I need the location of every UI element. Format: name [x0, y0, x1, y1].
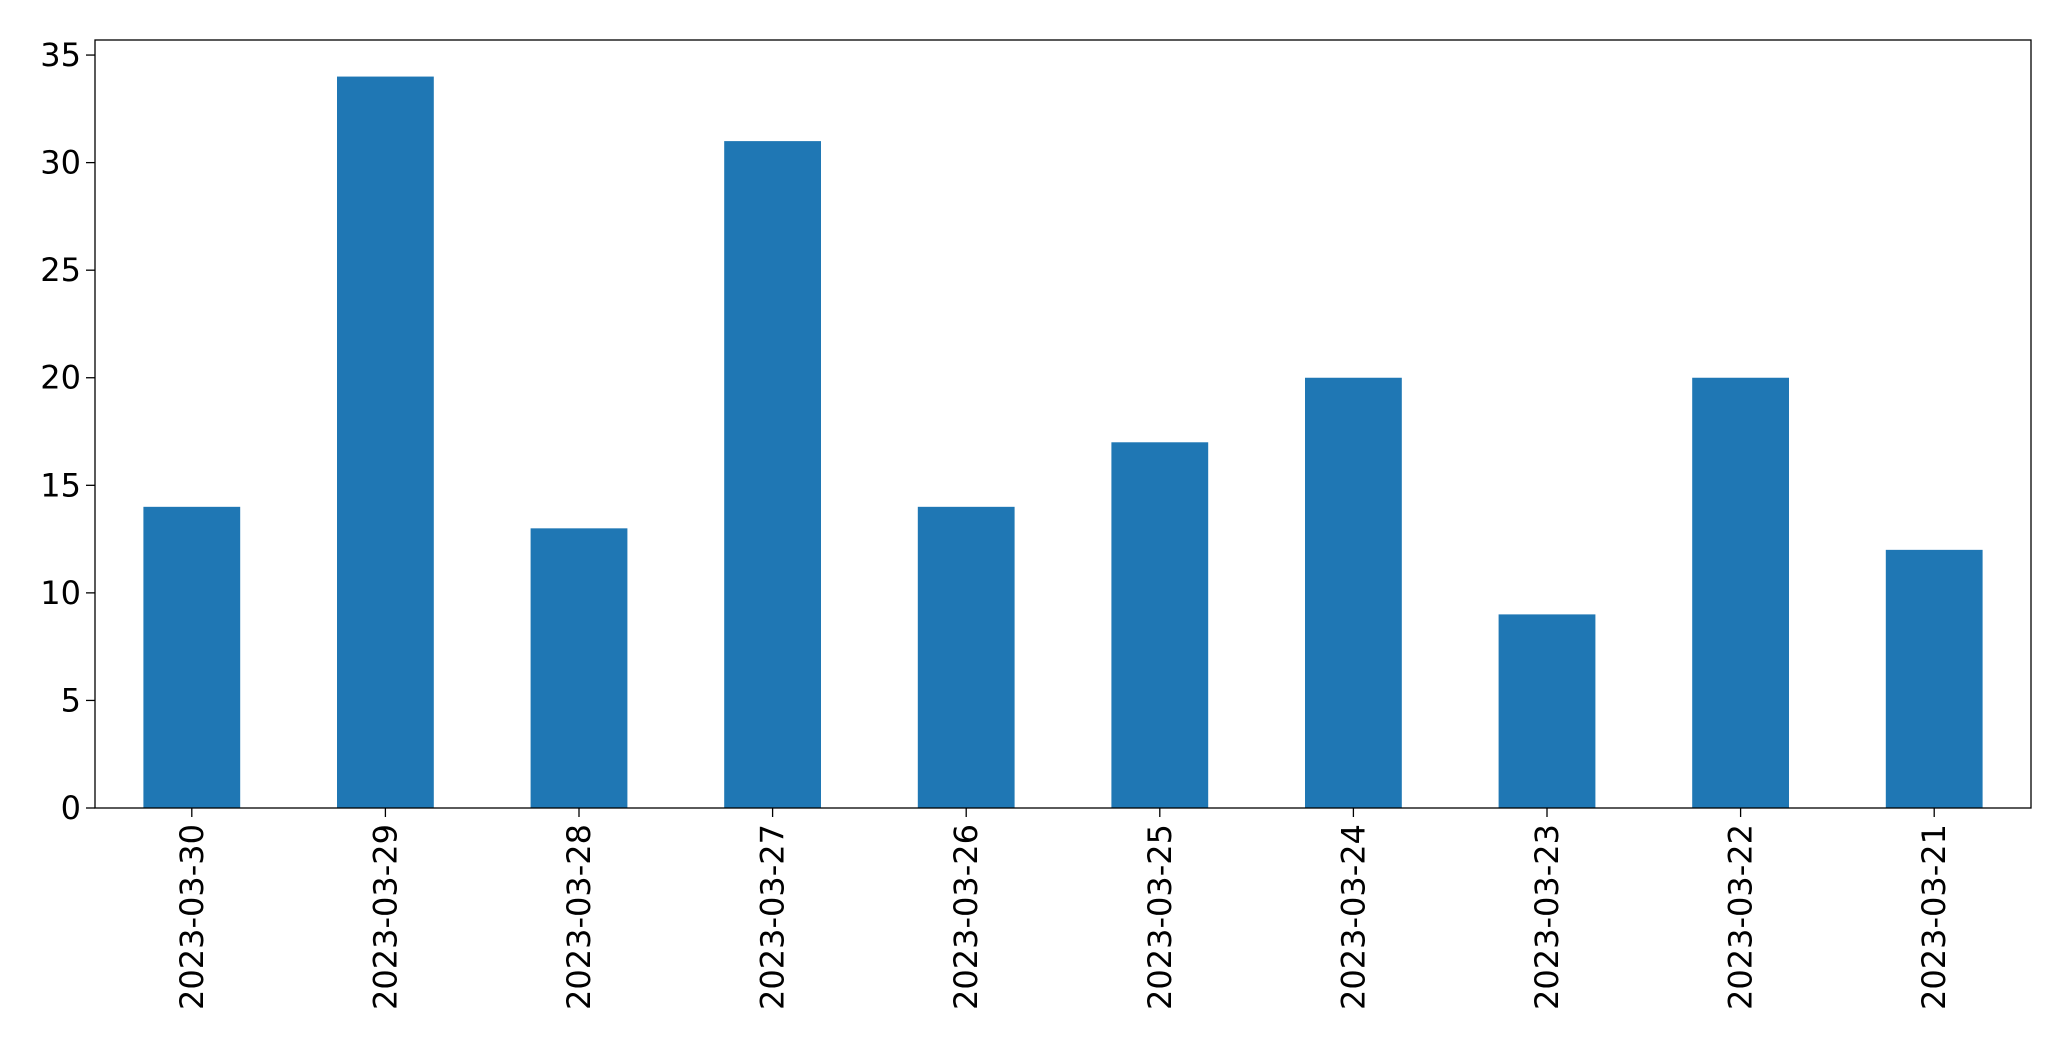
- x-tick-label: 2023-03-27: [754, 824, 792, 1010]
- x-tick-label: 2023-03-29: [366, 824, 404, 1010]
- bar: [143, 506, 241, 808]
- x-tick-label: 2023-03-28: [560, 824, 598, 1010]
- x-tick-label: 2023-03-23: [1528, 824, 1566, 1010]
- plot-frame: [94, 39, 2032, 809]
- y-tick-label: 5: [61, 681, 81, 719]
- bar: [1498, 614, 1596, 808]
- x-tick-label: 2023-03-22: [1722, 824, 1760, 1010]
- y-tick-label: 0: [61, 789, 81, 827]
- x-tick-label: 2023-03-26: [947, 824, 985, 1010]
- bar: [917, 506, 1015, 808]
- bar: [1885, 549, 1983, 808]
- y-tick-label: 10: [40, 574, 81, 612]
- bar: [1692, 377, 1789, 808]
- x-tick-label: 2023-03-30: [173, 824, 211, 1010]
- y-tick-label: 25: [40, 251, 81, 289]
- y-tick-label: 20: [40, 359, 81, 397]
- y-tick-label: 30: [40, 144, 81, 182]
- x-tick-label: 2023-03-24: [1334, 824, 1372, 1010]
- bar: [1111, 442, 1209, 808]
- x-tick-label: 2023-03-25: [1141, 824, 1179, 1010]
- x-tick-label: 2023-03-21: [1915, 824, 1953, 1010]
- bar: [337, 76, 434, 809]
- y-tick-label: 15: [40, 466, 81, 504]
- bar: [530, 528, 628, 808]
- bar: [1305, 377, 1402, 808]
- bar: [724, 141, 821, 808]
- y-tick-label: 35: [40, 36, 81, 74]
